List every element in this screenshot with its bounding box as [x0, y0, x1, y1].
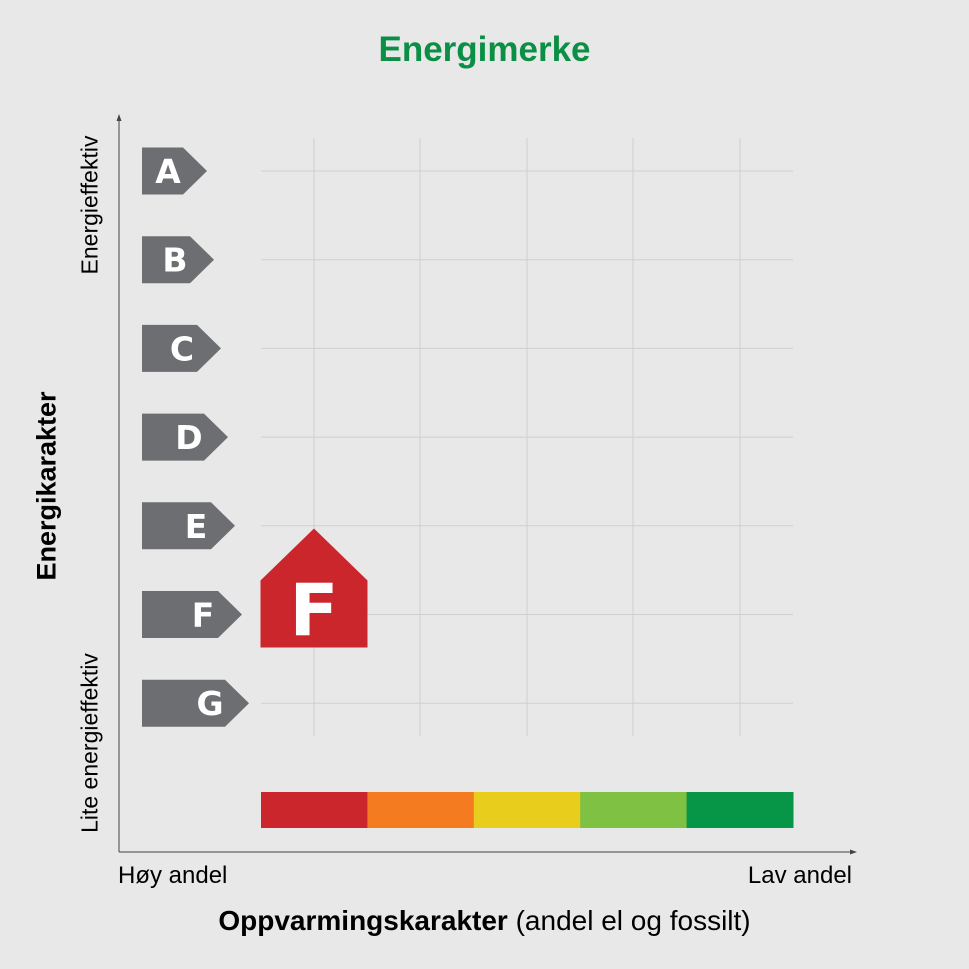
x-axis-label: Oppvarmingskarakter (andel el og fossilt… [0, 905, 969, 937]
grade-arrow-f [142, 591, 242, 638]
heating-scale-segment [686, 792, 794, 828]
heating-scale-segment [367, 792, 475, 828]
heating-scale-segment [580, 792, 688, 828]
grade-arrow-b [142, 236, 214, 284]
grade-label-b: B [162, 241, 187, 280]
grade-label-d: D [175, 418, 202, 457]
x-axis-label-rest: (andel el og fossilt) [507, 905, 751, 936]
x-axis-label-bold: Oppvarmingskarakter [218, 905, 508, 936]
x-axis-left-label: Høy andel [118, 862, 228, 889]
x-axis-right-label: Lav andel [747, 862, 852, 889]
page-title: Energimerke [378, 30, 591, 69]
grade-arrow-d [142, 413, 228, 461]
grade-label-c: C [170, 329, 194, 368]
y-axis-label: Energikarakter [31, 391, 62, 581]
y-axis-arrowhead [116, 114, 122, 121]
grade-label-g: G [196, 684, 223, 723]
grade-arrow-e [142, 502, 235, 550]
grade-label-a: A [155, 152, 181, 191]
grade-label-e: E [185, 507, 208, 546]
rating-marker-label: F [289, 569, 338, 653]
x-axis-arrowhead [850, 849, 857, 855]
grade-arrow-a [142, 147, 207, 195]
grade-arrow-g [142, 679, 249, 727]
y-axis-bottom-label: Lite energieffektiv [76, 653, 103, 833]
heating-scale-segment [473, 792, 581, 828]
y-axis-top-label: Energieffektiv [76, 135, 103, 275]
grade-arrow-c [142, 324, 221, 372]
grade-label-f: F [192, 596, 215, 635]
heating-scale-segment [261, 792, 368, 828]
rating-marker-house [260, 528, 368, 648]
